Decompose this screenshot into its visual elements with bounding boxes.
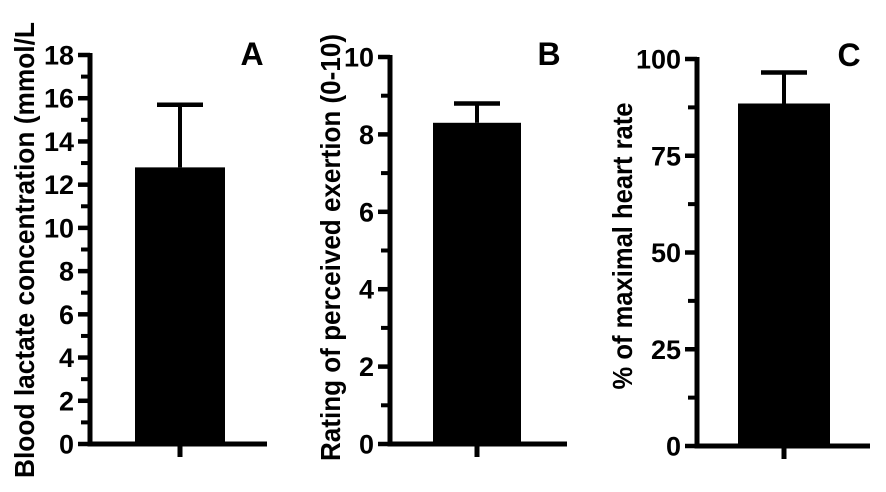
y-tick-label: 25 — [651, 335, 681, 365]
y-tick-label: 12 — [44, 170, 74, 200]
y-tick-label: 75 — [651, 141, 681, 171]
y-tick-label: 8 — [59, 257, 74, 287]
y-tick-label: 14 — [44, 127, 74, 157]
y-axis-label: Blood lactate concentration (mmol/L — [9, 22, 40, 478]
bar — [738, 103, 830, 446]
y-axis-label: Rating of perceived exertion (0-10) — [315, 34, 346, 461]
y-axis-label: % of maximal heart rate — [607, 103, 638, 390]
y-tick-label: 2 — [59, 386, 74, 416]
y-tick-label: 0 — [59, 430, 74, 460]
y-tick-label: 18 — [44, 41, 74, 71]
y-tick-label: 50 — [651, 238, 681, 268]
y-tick-label: 2 — [359, 352, 374, 382]
y-tick-label: 4 — [59, 343, 74, 373]
bar — [135, 167, 225, 444]
panel-letter: A — [240, 36, 263, 72]
panel-C: 0 25 50 75 100 % of maximal heart rate C — [607, 37, 870, 462]
y-tick-label: 6 — [359, 197, 374, 227]
panel-letter: C — [837, 37, 860, 73]
y-tick-label: 8 — [359, 120, 374, 150]
y-tick-label: 0 — [666, 432, 681, 462]
y-tick-label: 0 — [359, 430, 374, 460]
y-tick-label: 6 — [59, 300, 74, 330]
y-tick-label: 10 — [44, 213, 74, 243]
y-tick-label: 10 — [344, 43, 374, 73]
panel-letter: B — [537, 36, 560, 72]
y-tick-label: 16 — [44, 84, 74, 114]
y-tick-label: 100 — [636, 45, 681, 75]
bar — [433, 122, 521, 444]
y-tick-label: 4 — [359, 275, 374, 305]
